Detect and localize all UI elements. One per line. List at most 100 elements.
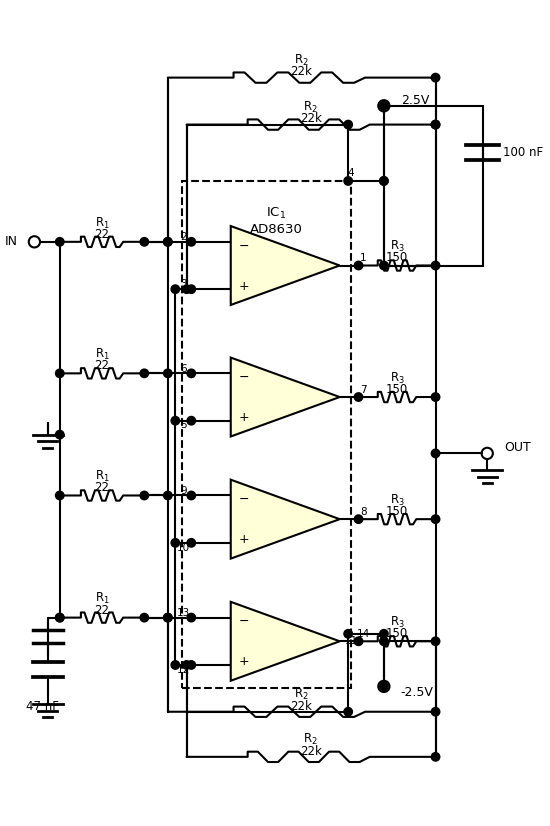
Text: 150: 150 — [386, 506, 408, 518]
Circle shape — [431, 449, 440, 458]
Circle shape — [163, 614, 172, 622]
Circle shape — [344, 629, 353, 638]
Text: R$_1$: R$_1$ — [95, 216, 109, 230]
Circle shape — [344, 121, 353, 129]
Circle shape — [187, 416, 195, 425]
Text: 150: 150 — [386, 627, 408, 640]
Circle shape — [163, 238, 172, 246]
Text: 6: 6 — [180, 363, 187, 373]
Circle shape — [183, 661, 191, 669]
Circle shape — [163, 491, 172, 500]
Circle shape — [56, 238, 64, 246]
Text: OUT: OUT — [504, 441, 531, 454]
Text: R$_3$: R$_3$ — [389, 371, 404, 386]
Text: 22k: 22k — [300, 112, 322, 126]
Circle shape — [171, 416, 179, 425]
Circle shape — [187, 614, 195, 622]
Text: R$_1$: R$_1$ — [95, 469, 109, 484]
Circle shape — [354, 515, 363, 524]
Circle shape — [379, 177, 388, 185]
Circle shape — [56, 614, 64, 622]
Text: 22: 22 — [95, 604, 109, 616]
Text: $+$: $+$ — [238, 533, 250, 546]
Text: 47 nF: 47 nF — [26, 700, 59, 714]
Polygon shape — [231, 602, 340, 681]
Circle shape — [379, 629, 388, 638]
Text: 14: 14 — [356, 629, 370, 638]
Circle shape — [431, 708, 440, 716]
Text: 11: 11 — [344, 636, 358, 646]
Text: 150: 150 — [386, 383, 408, 396]
Bar — [182, 181, 351, 688]
Circle shape — [187, 369, 195, 377]
Text: 22k: 22k — [290, 700, 312, 713]
Text: R$_2$: R$_2$ — [294, 53, 309, 69]
Text: 4: 4 — [348, 169, 354, 178]
Text: 22k: 22k — [300, 745, 322, 757]
Text: $+$: $+$ — [238, 279, 250, 292]
Circle shape — [431, 121, 440, 129]
Circle shape — [354, 393, 363, 401]
Circle shape — [187, 661, 195, 669]
Text: 9: 9 — [180, 486, 187, 496]
Circle shape — [56, 430, 64, 439]
Text: R$_3$: R$_3$ — [389, 240, 404, 254]
Text: $+$: $+$ — [238, 655, 250, 668]
Circle shape — [431, 121, 440, 129]
Circle shape — [431, 637, 440, 645]
Circle shape — [56, 614, 64, 622]
Text: 22k: 22k — [290, 65, 312, 78]
Circle shape — [431, 74, 440, 82]
Text: 8: 8 — [360, 506, 366, 516]
Text: 12: 12 — [177, 665, 190, 675]
Circle shape — [187, 539, 195, 547]
Circle shape — [344, 177, 353, 185]
Text: 1: 1 — [360, 253, 366, 263]
Text: 5: 5 — [180, 420, 187, 430]
Circle shape — [171, 539, 179, 547]
Text: $-$: $-$ — [238, 239, 250, 251]
Circle shape — [171, 661, 179, 669]
Circle shape — [171, 285, 179, 293]
Text: 150: 150 — [386, 251, 408, 264]
Text: AD8630: AD8630 — [249, 223, 302, 236]
Circle shape — [431, 752, 440, 761]
Text: 100 nF: 100 nF — [503, 146, 543, 159]
Text: IC$_1$: IC$_1$ — [266, 206, 286, 221]
Circle shape — [163, 614, 172, 622]
Text: 2: 2 — [180, 232, 187, 242]
Circle shape — [431, 393, 440, 401]
Circle shape — [163, 369, 172, 377]
Text: $+$: $+$ — [238, 411, 250, 424]
Circle shape — [354, 637, 363, 645]
Text: R$_2$: R$_2$ — [294, 687, 309, 702]
Circle shape — [56, 369, 64, 377]
Text: 22: 22 — [95, 359, 109, 373]
Text: R$_1$: R$_1$ — [95, 347, 109, 362]
Circle shape — [140, 369, 148, 377]
Text: 22: 22 — [95, 482, 109, 495]
Text: 3: 3 — [180, 279, 187, 289]
Text: R$_3$: R$_3$ — [389, 493, 404, 508]
Circle shape — [379, 682, 388, 691]
Text: $-$: $-$ — [238, 615, 250, 627]
Text: 2.5V: 2.5V — [401, 93, 429, 107]
Circle shape — [187, 491, 195, 500]
Circle shape — [379, 177, 388, 185]
Circle shape — [431, 261, 440, 270]
Circle shape — [187, 238, 195, 246]
Circle shape — [354, 261, 363, 270]
Text: R$_3$: R$_3$ — [389, 615, 404, 630]
Polygon shape — [231, 480, 340, 558]
Circle shape — [379, 637, 388, 645]
Text: 7: 7 — [360, 385, 366, 395]
Text: IN: IN — [4, 235, 18, 249]
Circle shape — [379, 102, 388, 110]
Circle shape — [187, 285, 195, 293]
Circle shape — [140, 491, 148, 500]
Polygon shape — [231, 226, 340, 305]
Circle shape — [344, 708, 353, 716]
Text: 13: 13 — [177, 608, 190, 618]
Circle shape — [56, 491, 64, 500]
Text: R$_2$: R$_2$ — [303, 100, 318, 115]
